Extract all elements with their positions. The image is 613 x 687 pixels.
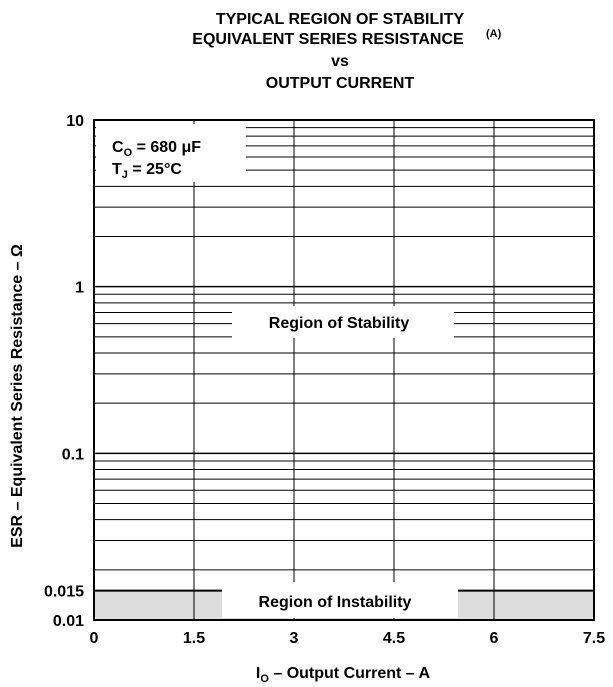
y-tick-label-1: 0.015 [44, 584, 84, 601]
tj-symbol: T [112, 161, 122, 178]
x-axis-label-symbol: I [256, 665, 260, 682]
conditions-box [96, 124, 246, 182]
plot-frame [93, 119, 595, 621]
tj-condition: TJ = 25°C [112, 161, 182, 181]
co-value: = 680 μF [132, 139, 201, 156]
chart-title-superscript: (A) [486, 28, 502, 40]
y-tick-label-3: 1 [75, 280, 84, 297]
region-of-instability-label: Region of Instability [259, 594, 412, 611]
stability-label-bg [232, 306, 454, 338]
x-tick-label-0: 0 [90, 630, 99, 647]
gridlines [94, 120, 594, 620]
y-axis-label: ESR – Equivalent Series Resistance – Ω [9, 244, 26, 548]
x-axis-label-subscript: O [260, 673, 269, 685]
y-tick-label-4: 10 [66, 113, 84, 130]
x-axis-label: IO – Output Current – A [256, 665, 431, 685]
y-tick-label-0: 0.01 [53, 613, 84, 630]
region-of-stability-label: Region of Stability [269, 315, 410, 332]
co-symbol: C [112, 139, 124, 156]
chart-title-line-3: vs [331, 53, 349, 70]
co-subscript: O [124, 147, 133, 159]
co-condition: CO = 680 μF [112, 139, 201, 159]
instability-label-bg [222, 582, 458, 618]
x-tick-label-5: 7.5 [583, 630, 605, 647]
tj-value: = 25°C [128, 161, 182, 178]
chart-title-line-2: EQUIVALENT SERIES RESISTANCE [192, 31, 464, 48]
chart-title-line-1: TYPICAL REGION OF STABILITY [216, 11, 465, 28]
x-tick-label-3: 4.5 [383, 630, 405, 647]
chart-title-line-4: OUTPUT CURRENT [266, 75, 415, 92]
x-tick-label-2: 3 [290, 630, 299, 647]
x-tick-label-1: 1.5 [183, 630, 205, 647]
y-tick-labels: 0.01 0.015 0.1 1 10 [44, 113, 84, 630]
x-axis-label-text: – Output Current – A [269, 665, 431, 682]
x-tick-labels: 0 1.5 3 4.5 6 7.5 [90, 630, 606, 647]
tj-subscript: J [122, 169, 128, 181]
x-tick-label-4: 6 [490, 630, 499, 647]
y-tick-label-2: 0.1 [62, 446, 84, 463]
